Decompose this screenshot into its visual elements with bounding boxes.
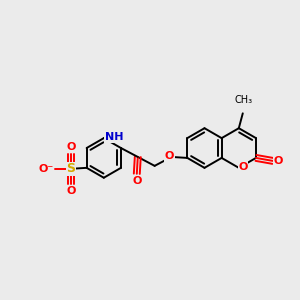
Text: O: O xyxy=(238,162,248,172)
Text: CH₃: CH₃ xyxy=(235,95,253,105)
Text: O: O xyxy=(66,186,76,196)
Text: O: O xyxy=(66,142,76,152)
Text: O⁻: O⁻ xyxy=(38,164,54,174)
Text: NH: NH xyxy=(105,132,123,142)
Text: O: O xyxy=(132,176,142,186)
Text: O: O xyxy=(273,156,283,166)
Text: O: O xyxy=(165,151,174,161)
Text: S: S xyxy=(66,162,75,175)
